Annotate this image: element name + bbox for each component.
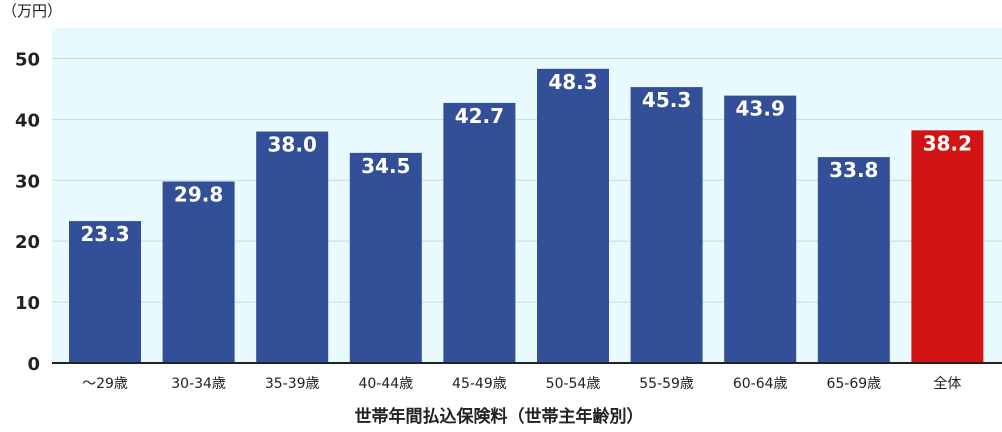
bar-6 bbox=[630, 87, 703, 363]
bar-value-label: 29.8 bbox=[174, 182, 223, 206]
x-axis-ticks: ～29歳 30-34歳 35-39歳 40-44歳 45-49歳 50-54歳 55-59歳… bbox=[82, 375, 961, 392]
bar-0 bbox=[69, 221, 141, 363]
x-tick-label: 45-49歳 bbox=[452, 376, 507, 392]
bar-7 bbox=[724, 95, 797, 363]
bar-value-label: 38.0 bbox=[268, 133, 317, 157]
value-labels: 23.3 29.8 38.0 34.5 42.7 48.3 45.3 43.9 33.8 38.2 bbox=[80, 70, 972, 246]
y-tick-label: 10 bbox=[15, 293, 40, 314]
bar-9 bbox=[911, 130, 984, 363]
bar-value-label: 33.8 bbox=[829, 158, 878, 182]
x-tick-label: 65-69歳 bbox=[826, 376, 881, 392]
bar-2 bbox=[256, 131, 329, 363]
bar-value-label: 48.3 bbox=[548, 70, 597, 94]
bar-8 bbox=[817, 157, 890, 363]
y-tick-label: 30 bbox=[15, 171, 40, 192]
bars bbox=[69, 68, 984, 364]
bar-4 bbox=[443, 102, 516, 363]
bar-value-label: 45.3 bbox=[642, 88, 691, 112]
x-tick-label: 30-34歳 bbox=[171, 376, 226, 392]
y-tick-label: 40 bbox=[15, 110, 40, 131]
y-tick-label: 0 bbox=[27, 354, 40, 375]
x-tick-label: ～29歳 bbox=[82, 376, 128, 392]
bar-3 bbox=[349, 152, 422, 363]
y-axis-unit-label: （万円） bbox=[2, 2, 63, 20]
x-axis-title: 世帯年間払込保険料（世帯主年齢別） bbox=[355, 406, 644, 427]
bar-value-label: 43.9 bbox=[736, 97, 785, 121]
bar-value-label: 23.3 bbox=[80, 222, 129, 246]
x-tick-label: 全体 bbox=[933, 375, 961, 392]
x-tick-label: 50-54歳 bbox=[546, 376, 601, 392]
bar-5 bbox=[537, 68, 609, 364]
x-tick-label: 40-44歳 bbox=[358, 376, 413, 392]
x-tick-label: 60-64歳 bbox=[733, 376, 788, 392]
x-tick-label: 35-39歳 bbox=[265, 376, 320, 392]
x-tick-label: 55-59歳 bbox=[639, 376, 694, 392]
y-tick-label: 50 bbox=[15, 49, 40, 70]
bar-value-label: 38.2 bbox=[923, 131, 972, 155]
y-tick-label: 20 bbox=[15, 232, 40, 253]
bar-value-label: 34.5 bbox=[361, 154, 410, 178]
bar-value-label: 42.7 bbox=[455, 104, 504, 128]
bar-1 bbox=[162, 181, 235, 363]
y-axis-ticks: 0 10 20 30 40 50 bbox=[15, 49, 40, 375]
